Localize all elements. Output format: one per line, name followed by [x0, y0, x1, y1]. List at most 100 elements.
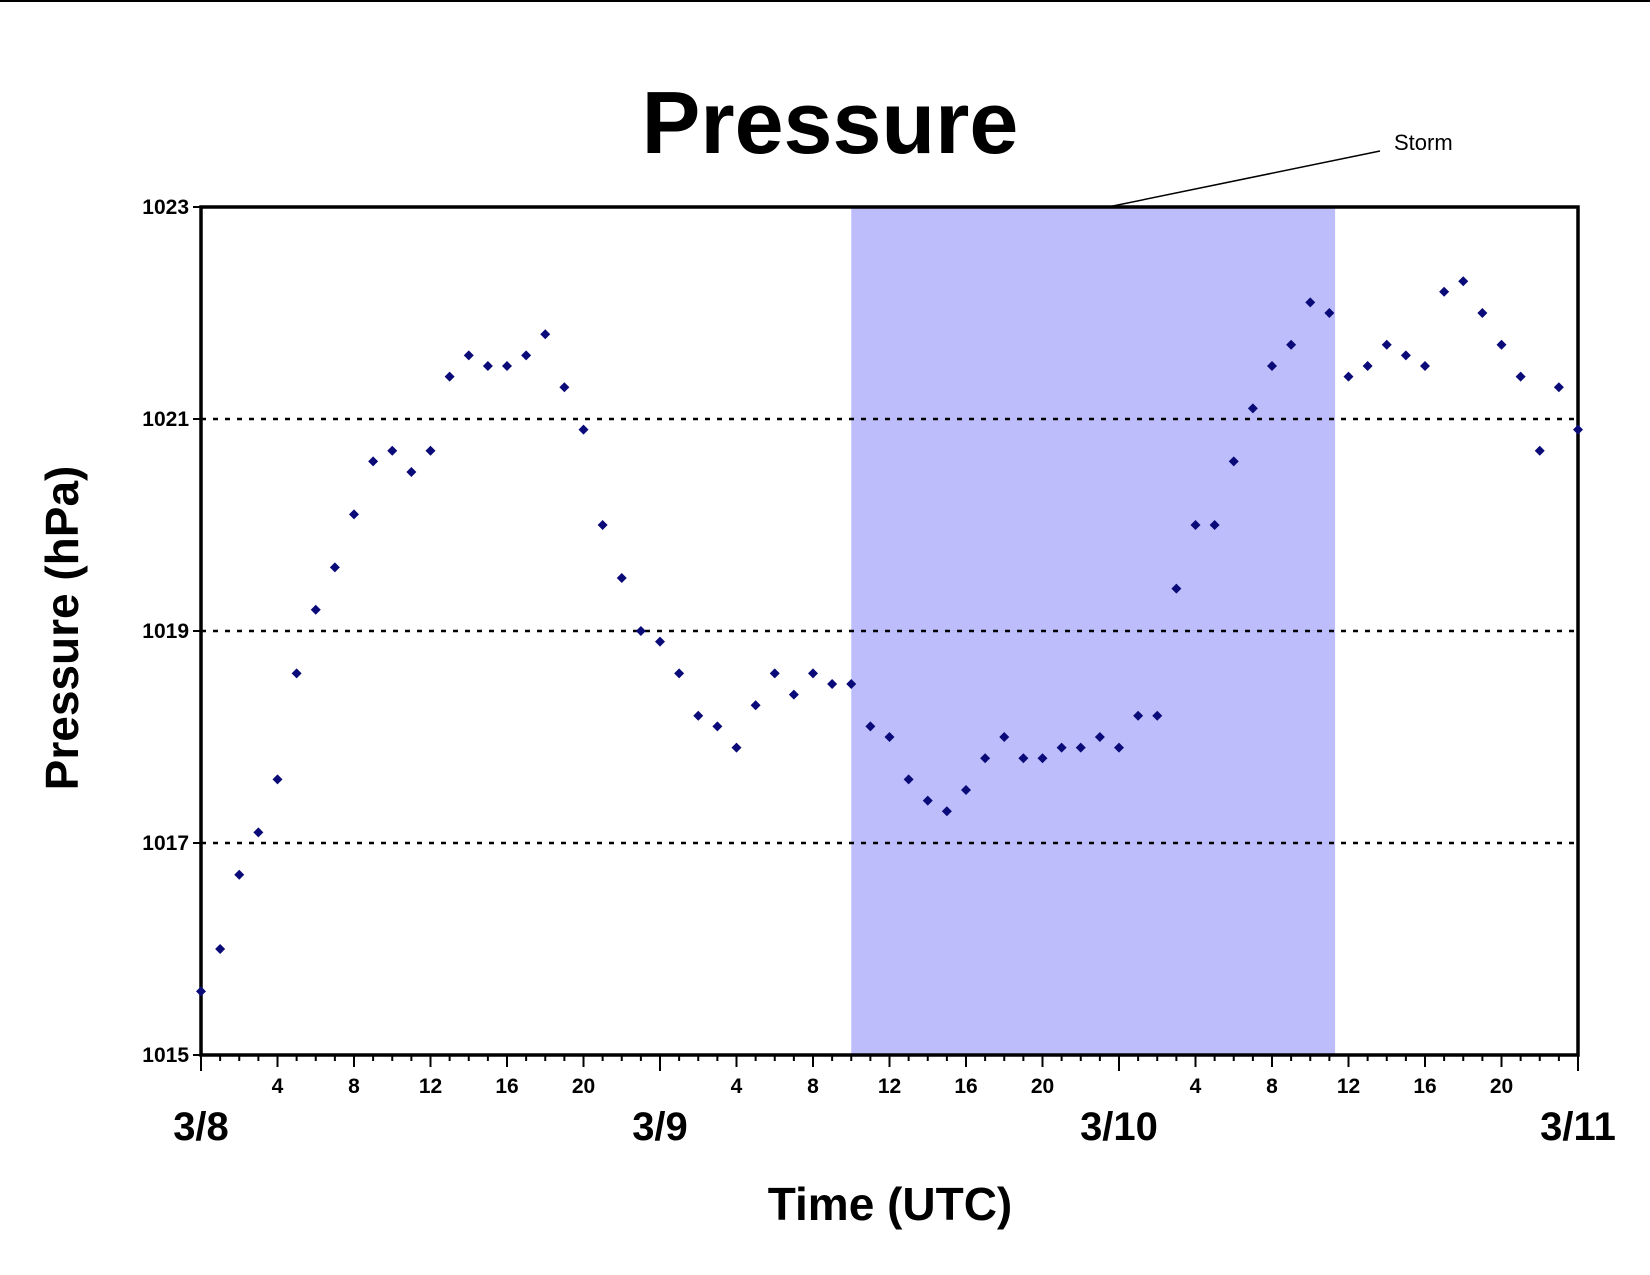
x-tick-label: 12 — [1337, 1075, 1360, 1098]
x-tick-label: 8 — [807, 1075, 819, 1098]
data-point — [1114, 742, 1124, 753]
data-point — [1305, 297, 1316, 308]
data-point — [865, 721, 876, 732]
data-point — [482, 361, 493, 371]
data-point — [1037, 753, 1048, 764]
axes — [193, 205, 1580, 1071]
data-point — [922, 795, 933, 806]
x-tick-label: 8 — [1266, 1075, 1278, 1098]
storm-annotation-line — [1107, 150, 1381, 208]
x-tick-label: 16 — [495, 1075, 518, 1098]
data-point — [712, 721, 723, 732]
data-point — [1496, 339, 1507, 350]
day-labels: 3/8 3/9 3/10 3/11 — [173, 1105, 1616, 1149]
x-tick-label: 4 — [1190, 1075, 1202, 1098]
data-point — [329, 562, 340, 573]
data-point — [291, 668, 302, 679]
x-tick-label: 16 — [1413, 1075, 1436, 1098]
data-point — [655, 636, 665, 647]
data-point — [349, 509, 359, 520]
data-point — [1247, 403, 1258, 414]
x-tick-label: 20 — [572, 1075, 595, 1098]
day-label: 3/10 — [1080, 1105, 1158, 1149]
data-point — [1228, 456, 1239, 467]
data-point — [1420, 361, 1430, 371]
data-point — [941, 806, 952, 817]
data-point — [1381, 339, 1392, 350]
data-point — [215, 944, 226, 954]
x-tick-labels: 4 8 12 16 20 4 8 12 16 20 4 8 12 16 20 — [272, 1075, 1514, 1098]
storm-annotation-label: Storm — [1394, 130, 1453, 155]
data-point — [272, 774, 283, 785]
data-point — [559, 382, 570, 393]
data-point — [846, 679, 857, 689]
x-tick-label: 16 — [954, 1075, 977, 1098]
data-point — [1152, 710, 1163, 721]
data-point — [196, 986, 206, 997]
data-point — [1534, 445, 1545, 456]
data-point — [1018, 753, 1029, 764]
x-tick-label: 4 — [272, 1075, 284, 1098]
data-point — [1515, 371, 1526, 382]
data-point — [444, 371, 455, 382]
grid-lines — [201, 417, 1578, 845]
x-axis-title: Time (UTC) — [768, 1178, 1013, 1230]
data-point — [731, 742, 742, 753]
data-point — [253, 827, 264, 838]
x-tick-label: 12 — [878, 1075, 901, 1098]
x-tick-label: 8 — [348, 1075, 360, 1098]
data-point — [540, 329, 551, 340]
data-point — [1209, 520, 1220, 530]
data-point — [502, 361, 512, 371]
y-axis-title: Pressure (hPa) — [36, 466, 88, 791]
data-point — [961, 785, 971, 795]
data-point — [1439, 286, 1450, 297]
data-point — [597, 520, 608, 530]
data-point — [827, 679, 838, 689]
day-label: 3/8 — [173, 1105, 229, 1149]
data-point — [1056, 742, 1067, 753]
x-tick-label: 20 — [1031, 1075, 1054, 1098]
data-point — [1286, 339, 1297, 350]
data-point — [1573, 424, 1583, 435]
data-point — [578, 424, 589, 435]
data-point — [1075, 742, 1086, 753]
y-tick-labels: 1015 1017 1019 1021 1023 — [142, 196, 189, 1067]
data-points — [196, 276, 1583, 997]
data-point — [808, 668, 818, 679]
data-point — [1267, 361, 1277, 371]
data-point — [788, 689, 799, 700]
data-point — [1343, 371, 1354, 382]
day-label: 3/11 — [1540, 1105, 1616, 1149]
data-point — [1458, 276, 1469, 287]
data-point — [234, 869, 245, 880]
y-tick-label: 1015 — [142, 1044, 189, 1067]
data-point — [693, 710, 704, 721]
chart-title: Pressure — [642, 73, 1019, 172]
x-tick-label: 4 — [731, 1075, 743, 1098]
data-point — [1190, 520, 1201, 530]
data-point — [521, 350, 532, 361]
data-point — [980, 753, 991, 764]
data-point — [310, 604, 321, 615]
y-tick-label: 1017 — [142, 832, 189, 855]
data-point — [884, 732, 895, 742]
y-tick-label: 1023 — [142, 196, 189, 219]
data-point — [1094, 732, 1105, 742]
data-point — [463, 350, 474, 361]
data-point — [903, 774, 914, 785]
x-tick-label: 12 — [419, 1075, 442, 1098]
y-tick-label: 1021 — [142, 408, 189, 431]
data-point — [635, 626, 646, 636]
data-point — [1171, 583, 1182, 594]
data-point — [1553, 382, 1564, 393]
y-tick-label: 1019 — [142, 620, 189, 643]
data-point — [387, 445, 398, 456]
data-point — [406, 467, 417, 477]
data-point — [368, 456, 379, 467]
data-point — [1133, 710, 1144, 721]
data-point — [1477, 308, 1488, 318]
data-point — [674, 668, 685, 679]
data-point — [1400, 350, 1411, 361]
